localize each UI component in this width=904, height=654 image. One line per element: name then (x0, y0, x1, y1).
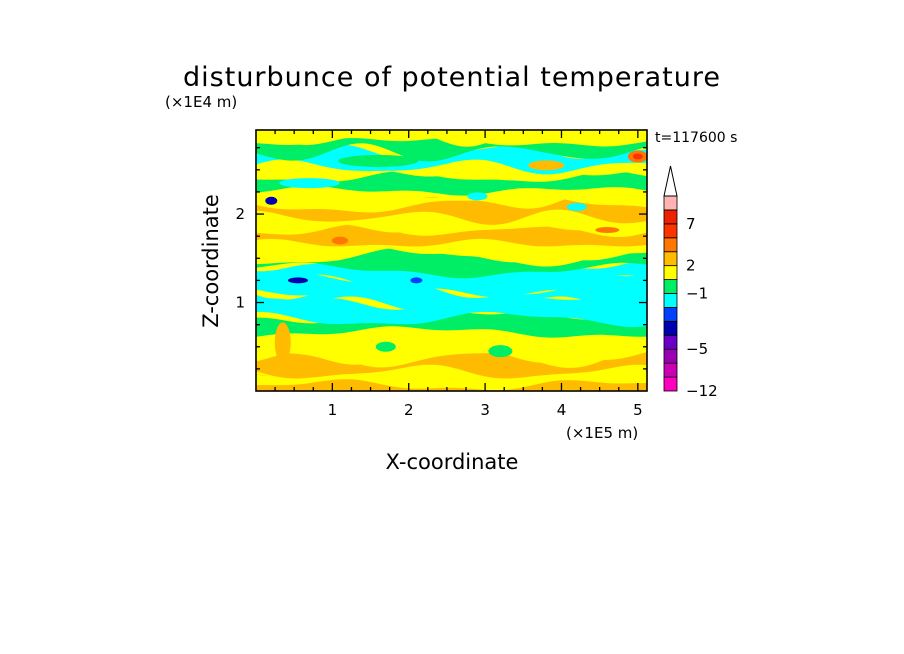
colorbar-extend-arrow (663, 165, 678, 197)
contour-feature (467, 192, 488, 201)
contour-feature (595, 226, 620, 233)
contour-band (256, 155, 647, 182)
contour-band (256, 130, 647, 147)
x-axis-label: X-coordinate (386, 450, 519, 474)
contour-band (256, 273, 647, 298)
contour-feature (528, 160, 565, 171)
y-axis-label: Z-coordinate (199, 194, 223, 328)
y-tick-label: 2 (235, 205, 245, 223)
contour-feature (375, 341, 396, 352)
colorbar-segment (663, 237, 678, 253)
contour-band (256, 311, 647, 338)
colorbar-tick-label: −12 (686, 382, 718, 400)
contour-feature (488, 345, 513, 358)
contour-bands (256, 130, 647, 391)
x-scale-label: (×1E5 m) (566, 424, 638, 442)
contour-feature (338, 154, 419, 167)
chart-title: disturbunce of potential temperature (183, 62, 721, 93)
contour-band (256, 223, 647, 247)
colorbar-segment (663, 362, 678, 378)
contour-plot-area (256, 130, 647, 391)
colorbar-tick-label: 2 (686, 257, 696, 275)
colorbar-segment (663, 265, 678, 280)
x-tick-label: 1 (328, 401, 338, 419)
colorbar-segment (663, 348, 678, 364)
colorbar-segment (663, 209, 678, 225)
contour-feature (410, 277, 423, 284)
colorbar-segment (663, 223, 678, 239)
contour-band (256, 194, 647, 225)
x-tick-label: 4 (557, 401, 567, 419)
contour-feature (279, 178, 340, 189)
colorbar-tick-label: −1 (686, 285, 708, 303)
contour-feature (274, 322, 291, 363)
plot-frame (255, 129, 648, 392)
y-axis: 12 (235, 147, 647, 370)
x-tick-label: 2 (404, 401, 414, 419)
x-axis: 1 2 3 4 5 (274, 130, 643, 419)
contour-band (256, 337, 647, 368)
colorbar-segment (663, 376, 678, 392)
contour-feature (632, 153, 643, 160)
colorbar-tick-label: 7 (686, 215, 696, 233)
x-tick-label: 3 (480, 401, 490, 419)
colorbar-segment (663, 293, 678, 308)
y-scale-label: (×1E4 m) (165, 93, 237, 111)
colorbar-tick-label: −5 (686, 340, 708, 358)
contour-band (256, 232, 647, 267)
contour-feature (566, 202, 587, 211)
colorbar-segment (663, 320, 678, 336)
y-tick-label: 1 (235, 294, 245, 312)
colorbar-segment (663, 251, 678, 267)
time-label: t=117600 s (655, 130, 737, 146)
colorbar-segment (663, 307, 678, 322)
contour-features (265, 150, 647, 363)
x-tick-label: 5 (633, 401, 643, 419)
contour-feature (288, 277, 309, 284)
colorbar-segment (663, 334, 678, 350)
contour-feature (265, 196, 278, 205)
contour-feature (332, 236, 349, 245)
colorbar-segment (663, 195, 678, 211)
colorbar: −12−5−127 (663, 165, 718, 400)
contour-band (256, 297, 647, 328)
colorbar-segment (663, 279, 678, 294)
contour-band (256, 349, 647, 379)
